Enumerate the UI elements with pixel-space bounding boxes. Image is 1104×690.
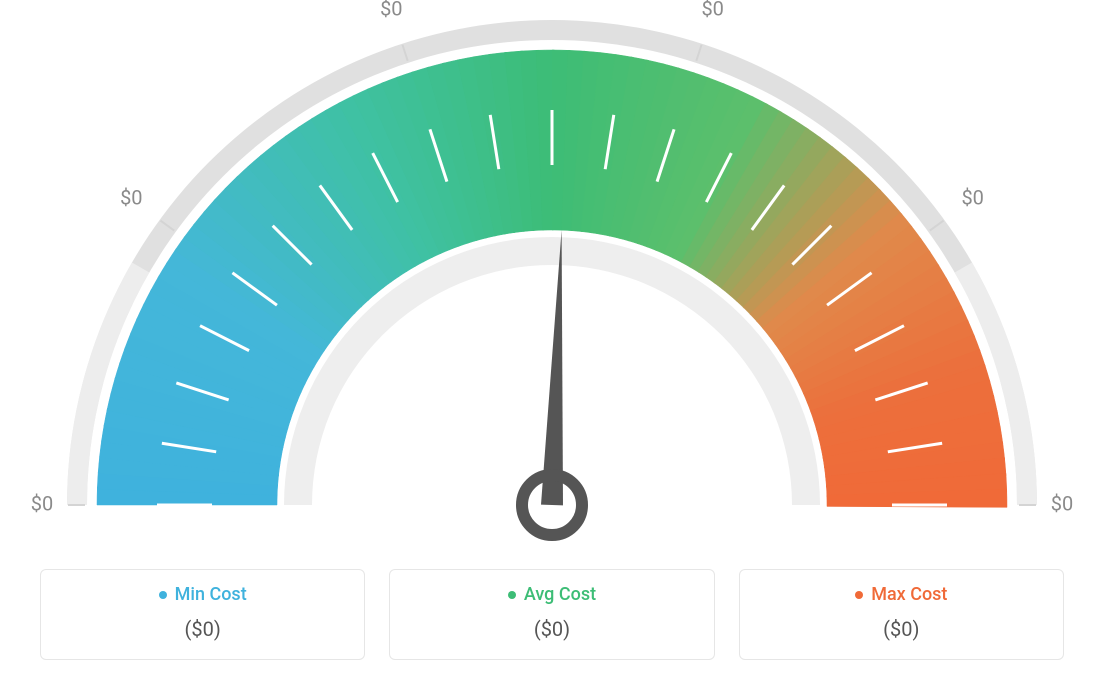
svg-text:$0: $0 [701, 0, 723, 21]
legend-row: Min Cost ($0) Avg Cost ($0) Max Cost ($0… [40, 569, 1064, 661]
legend-value-max: ($0) [750, 617, 1053, 641]
legend-value-avg: ($0) [400, 617, 703, 641]
svg-text:$0: $0 [1051, 491, 1073, 515]
gauge-chart: $0 $0 $0 $0 $0 $0 [0, 0, 1104, 560]
svg-text:$0: $0 [961, 186, 983, 210]
legend-label-avg: Avg Cost [524, 584, 596, 605]
legend-dot-min [159, 591, 167, 599]
legend-dot-max [855, 591, 863, 599]
legend-label-min: Min Cost [175, 584, 247, 605]
legend-value-min: ($0) [51, 617, 354, 641]
gauge-svg: $0 $0 $0 $0 $0 $0 [0, 0, 1104, 560]
legend-card-min: Min Cost ($0) [40, 569, 365, 661]
svg-text:$0: $0 [120, 186, 142, 210]
legend-card-avg: Avg Cost ($0) [389, 569, 714, 661]
legend-card-max: Max Cost ($0) [739, 569, 1064, 661]
legend-label-max: Max Cost [871, 584, 947, 605]
legend-title-max: Max Cost [855, 584, 947, 605]
legend-dot-avg [508, 591, 516, 599]
legend-title-min: Min Cost [159, 584, 247, 605]
svg-text:$0: $0 [31, 491, 53, 515]
svg-text:$0: $0 [380, 0, 402, 21]
legend-title-avg: Avg Cost [508, 584, 596, 605]
